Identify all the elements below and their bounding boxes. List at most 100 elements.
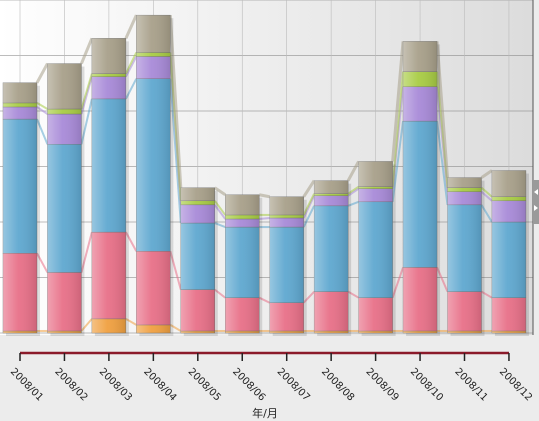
bar-segment-shine [314, 195, 349, 206]
stack-connector [347, 185, 360, 195]
stack-connector [213, 186, 227, 196]
bar-segment-shine [491, 297, 526, 331]
stack-connector [391, 267, 404, 299]
bar-segment-shine [447, 330, 482, 333]
x-tick-label: 2008/07 [275, 366, 312, 403]
bar-segment-shine [3, 253, 37, 331]
bar-segment-shine [3, 119, 37, 254]
stack-connector [258, 193, 270, 199]
bar-segment-shine [314, 291, 349, 331]
stack-connector [36, 118, 49, 145]
bar-segment-shine [180, 187, 215, 201]
stack-connector [125, 318, 137, 326]
bar-segment-shine [91, 232, 126, 319]
stack-connector [169, 251, 182, 290]
stack-connector [36, 106, 49, 115]
stack-connector [391, 41, 405, 162]
bar-segment-shine [358, 186, 393, 189]
bar-segment-shine [403, 121, 438, 268]
bar-segment-shine [225, 218, 260, 228]
stack-connector [347, 290, 360, 299]
bar-segment-shine [91, 38, 126, 74]
bar-segment-shine [358, 330, 393, 333]
x-axis-tick-labels: 2008/01 2008/02 2008/03 2008/04 2008/05 2008/… [8, 366, 534, 403]
bar-segment-shine [3, 106, 37, 120]
stack-connector [302, 193, 316, 216]
stack-connector [436, 267, 449, 293]
x-axis-title: 年/月 [252, 406, 278, 420]
bar-segment-shine [491, 196, 526, 201]
stack-connector [347, 187, 360, 197]
bar-segment-shine [47, 272, 82, 331]
bar-segment-shine [447, 191, 482, 205]
bar-segment-shine [225, 214, 260, 219]
bar-segment-shine [136, 52, 171, 57]
stack-connector [391, 71, 405, 187]
scroll-handle[interactable] [533, 180, 539, 224]
bar-segment-shine [180, 330, 215, 333]
bar-segment-shine [91, 73, 126, 77]
stack-connector [436, 120, 449, 205]
stack-connector [347, 200, 359, 207]
x-tick-label: 2008/05 [186, 366, 223, 403]
arrow-left-icon [534, 189, 538, 195]
arrow-right-icon [534, 205, 538, 211]
bar-segment-shine [225, 330, 260, 333]
bar-segment-shine [314, 330, 349, 333]
bar-segment-shine [225, 227, 260, 298]
stack-connector [125, 56, 138, 78]
stack-connector [480, 204, 493, 223]
x-tick-label: 2008/04 [141, 366, 178, 403]
bar-segment-shine [447, 291, 482, 331]
stack-connector [125, 78, 138, 100]
stack-connector [302, 205, 316, 228]
bar-segment-shine [447, 177, 482, 188]
bar-segment-shine [91, 98, 126, 233]
bar-segment-shine [136, 15, 171, 53]
stack-connector [168, 15, 183, 188]
bar-segment-shine [180, 223, 215, 290]
bar-segment-shine [358, 161, 393, 187]
bar-segment-shine [180, 200, 215, 205]
stack-connector [391, 120, 405, 202]
bar-segment-shine [269, 330, 304, 333]
bar-segment-shine [447, 187, 482, 192]
stack-connector [480, 186, 493, 198]
bar-segment-shine [314, 180, 349, 194]
stack-connector [80, 37, 94, 65]
stack-connector [80, 318, 93, 332]
bar-segment-shine [403, 41, 438, 72]
stack-connector [36, 102, 48, 110]
x-tick-label: 2008/09 [363, 366, 400, 403]
x-axis-ticks [19, 353, 510, 361]
bar-segment-shine [491, 200, 526, 222]
bar-segment-shine [180, 289, 215, 331]
x-tick-label: 2008/02 [52, 366, 89, 403]
bar-segment-shine [47, 144, 82, 273]
bar-segment-shine [136, 324, 171, 333]
x-tick-label: 2008/10 [408, 366, 445, 403]
stack-connector [169, 78, 182, 224]
bar-segment-shine [91, 318, 126, 333]
bar-segment-shine [91, 76, 126, 99]
stack-connector [80, 73, 93, 110]
bar-segment-shine [358, 297, 393, 331]
bar-segment-shine [403, 267, 438, 331]
bar-segment-shine [3, 82, 37, 103]
stack-connector [125, 52, 138, 75]
bar-segment-shine [136, 251, 171, 325]
bars [2, 14, 529, 337]
stack-connector [302, 290, 315, 304]
bar-segment-shine [47, 330, 82, 333]
bar-segment-shine [136, 78, 171, 252]
bar-segment-shine [314, 205, 349, 292]
x-tick-label: 2008/12 [497, 366, 534, 403]
bar-segment-shine [403, 330, 438, 333]
bar-segment-shine [47, 63, 82, 109]
stack-connector [302, 179, 316, 198]
stack-connector [213, 204, 227, 220]
bar-segment-shine [314, 193, 349, 196]
stack-connector [480, 190, 493, 202]
bar-segment-shine [403, 86, 438, 122]
